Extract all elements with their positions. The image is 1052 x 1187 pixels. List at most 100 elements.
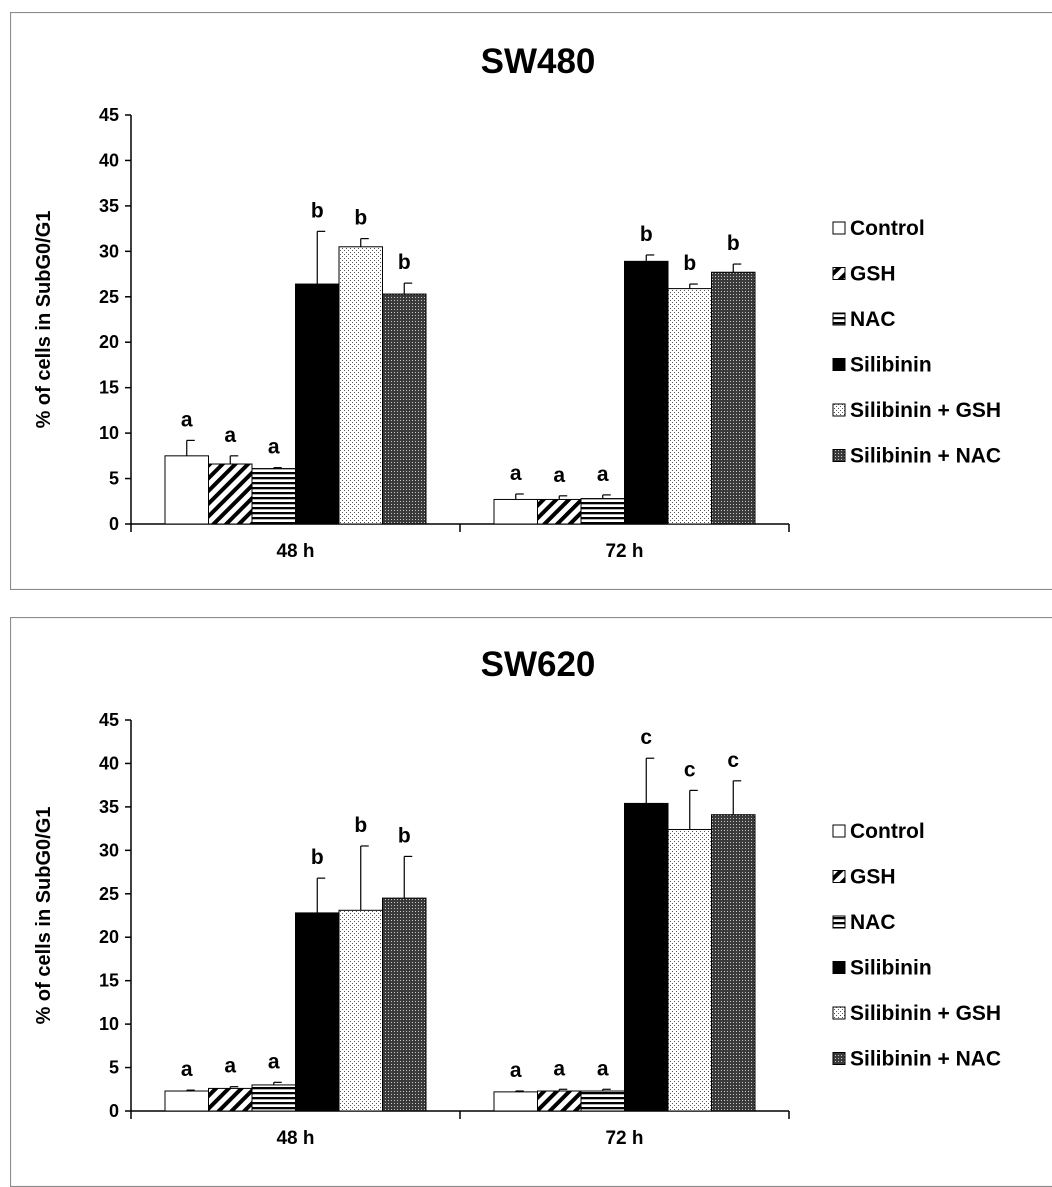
significance-letter: a xyxy=(181,1058,193,1081)
significance-letter: a xyxy=(553,464,565,487)
bar-silibinin-gsh-72-h xyxy=(667,288,712,525)
significance-letter: c xyxy=(684,758,696,781)
chart-sw620: SW620 % of cells in SubG0/G1 0 5 10 15 20 25 30 3… xyxy=(10,617,1052,1187)
y-tick-label: 45 xyxy=(99,710,119,730)
legend-label-gsh: GSH xyxy=(850,263,896,286)
bar-silibinin-gsh-48-h xyxy=(338,246,383,525)
significance-letter: a xyxy=(268,436,280,459)
chart-panel-sw620: SW620 % of cells in SubG0/G1 0 5 10 15 20 25 30 3… xyxy=(10,617,1052,1187)
legend-label-control: Control xyxy=(850,820,925,843)
y-tick-label: 30 xyxy=(99,840,119,860)
bar-gsh-48-h xyxy=(208,463,253,525)
y-tick-label: 45 xyxy=(99,105,119,125)
chart-sw480: SW480 % of cells in SubG0/G1 0 5 10 15 20 25 30 3… xyxy=(10,12,1052,590)
significance-letter: c xyxy=(640,726,652,749)
y-tick-label: 35 xyxy=(99,196,119,216)
y-tick-label: 10 xyxy=(99,1014,119,1034)
bar-silibinin-72-h xyxy=(624,802,669,1112)
legend-swatch-nac xyxy=(832,312,846,326)
y-tick-label: 40 xyxy=(99,753,119,773)
bar-silibinin-72-h xyxy=(624,260,669,525)
significance-letter: b xyxy=(398,251,411,274)
legend-label-nac: NAC xyxy=(850,308,896,331)
significance-letter: b xyxy=(727,232,740,255)
significance-letter: a xyxy=(510,462,522,485)
x-category-label: 48 h xyxy=(276,541,314,562)
significance-letter: c xyxy=(727,749,739,772)
bar-nac-72-h xyxy=(580,498,625,525)
bar-nac-48-h xyxy=(251,1084,296,1112)
significance-letter: b xyxy=(354,207,367,230)
y-tick-label: 0 xyxy=(109,514,119,534)
legend-label-control: Control xyxy=(850,217,925,240)
y-tick-label: 20 xyxy=(99,332,119,352)
y-axis-label: % of cells in SubG0/G1 xyxy=(33,211,55,429)
bar-nac-48-h xyxy=(251,468,296,525)
legend-label-silibinin-gsh: Silibinin + GSH xyxy=(850,1002,1001,1025)
legend-label-silibinin: Silibinin xyxy=(850,957,932,980)
legend-label-silibinin-nac: Silibinin + NAC xyxy=(850,1048,1001,1071)
significance-letter: a xyxy=(181,408,193,431)
significance-letter: b xyxy=(311,846,324,869)
significance-letter: a xyxy=(597,1057,609,1080)
y-tick-label: 25 xyxy=(99,884,119,904)
legend-swatch-control xyxy=(832,221,846,235)
legend-label-silibinin-nac: Silibinin + NAC xyxy=(850,445,1001,468)
legend-label-nac: NAC xyxy=(850,911,896,934)
significance-letter: a xyxy=(597,463,609,486)
bar-silibinin-nac-72-h xyxy=(711,814,756,1112)
x-category-label: 48 h xyxy=(276,1128,314,1149)
bar-nac-72-h xyxy=(580,1090,625,1112)
significance-letter: a xyxy=(224,424,236,447)
y-tick-label: 30 xyxy=(99,241,119,261)
bar-control-72-h xyxy=(493,1091,538,1112)
y-tick-label: 0 xyxy=(109,1101,119,1121)
significance-letter: b xyxy=(683,252,696,275)
y-tick-label: 5 xyxy=(109,1058,119,1078)
legend-label-silibinin-gsh: Silibinin + GSH xyxy=(850,399,1001,422)
chart-panel-sw480: SW480 % of cells in SubG0/G1 0 5 10 15 20 25 30 3… xyxy=(10,12,1052,590)
legend-swatch-control xyxy=(832,824,846,838)
y-tick-label: 20 xyxy=(99,927,119,947)
significance-letter: a xyxy=(268,1050,280,1073)
bar-control-72-h xyxy=(493,498,538,525)
bar-control-48-h xyxy=(164,1090,209,1112)
bar-silibinin-48-h xyxy=(295,912,340,1112)
significance-letter: a xyxy=(553,1057,565,1080)
bar-gsh-72-h xyxy=(537,1090,582,1112)
bar-control-48-h xyxy=(164,455,209,525)
significance-letter: a xyxy=(224,1055,236,1078)
bar-gsh-72-h xyxy=(537,498,582,525)
significance-letter: b xyxy=(354,814,367,837)
bar-gsh-48-h xyxy=(208,1087,253,1112)
bar-silibinin-gsh-72-h xyxy=(667,828,712,1112)
y-tick-label: 15 xyxy=(99,378,119,398)
legend-swatch-silibinin-nac xyxy=(832,1052,846,1065)
significance-letter: a xyxy=(510,1059,522,1082)
bar-silibinin-gsh-48-h xyxy=(338,909,383,1112)
legend-label-silibinin: Silibinin xyxy=(850,354,932,377)
bar-silibinin-nac-72-h xyxy=(711,271,756,525)
x-category-label: 72 h xyxy=(605,1128,643,1149)
legend-label-gsh: GSH xyxy=(850,866,896,889)
bar-silibinin-nac-48-h xyxy=(382,293,427,525)
y-tick-label: 5 xyxy=(109,469,119,489)
y-tick-label: 15 xyxy=(99,971,119,991)
legend-swatch-nac xyxy=(832,915,846,929)
legend-swatch-silibinin xyxy=(832,358,846,371)
x-category-label: 72 h xyxy=(605,541,643,562)
y-axis-label: % of cells in SubG0/G1 xyxy=(33,807,55,1025)
chart-title: SW620 xyxy=(481,645,596,684)
bar-silibinin-48-h xyxy=(295,283,340,525)
legend-swatch-gsh xyxy=(832,870,846,883)
legend-swatch-silibinin-gsh xyxy=(832,1006,846,1020)
y-tick-label: 10 xyxy=(99,423,119,443)
legend-swatch-silibinin-nac xyxy=(832,449,846,462)
y-tick-label: 40 xyxy=(99,150,119,170)
significance-letter: b xyxy=(311,199,324,222)
legend-swatch-silibinin xyxy=(832,961,846,974)
significance-letter: b xyxy=(398,824,411,847)
y-tick-label: 35 xyxy=(99,797,119,817)
significance-letter: b xyxy=(640,223,653,246)
chart-title: SW480 xyxy=(481,42,596,81)
